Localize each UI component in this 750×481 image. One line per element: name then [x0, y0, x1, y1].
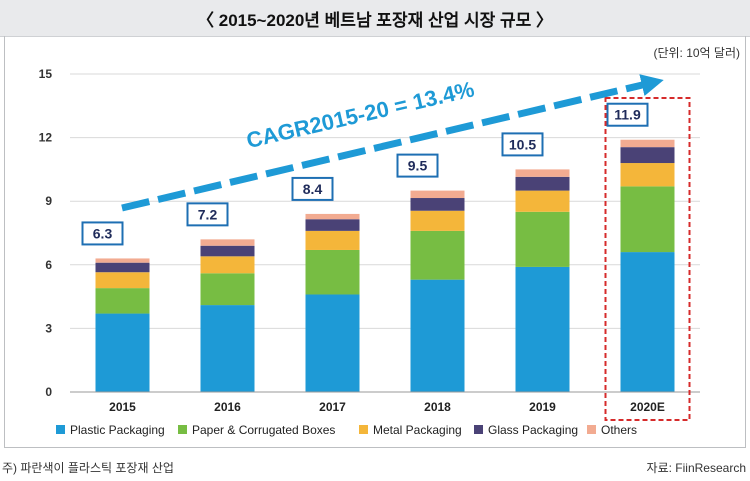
bar-segment — [200, 273, 255, 306]
y-tick-label: 12 — [39, 131, 53, 145]
unit-label: (단위: 10억 달러) — [653, 46, 740, 60]
legend-swatch — [56, 425, 65, 434]
legend-label: Glass Packaging — [488, 423, 578, 437]
bar-segment — [410, 198, 465, 211]
bar-segment — [620, 186, 675, 253]
bar-segment — [515, 211, 570, 267]
total-label: 8.4 — [303, 181, 323, 197]
page-title: 〈 2015~2020년 베트남 포장재 산업 시장 규모 〉 — [0, 0, 750, 37]
legend-swatch — [178, 425, 187, 434]
bar-segment — [305, 249, 360, 295]
x-tick-label: 2017 — [319, 400, 346, 414]
total-label: 10.5 — [509, 136, 536, 152]
bar-segment — [515, 169, 570, 177]
legend-swatch — [359, 425, 368, 434]
bar-segment — [620, 147, 675, 164]
bar-segment — [620, 252, 675, 392]
legend-swatch — [474, 425, 483, 434]
legend: Plastic Packaging Paper & Corrugated Boxe… — [56, 423, 637, 437]
bar-segment — [305, 213, 360, 220]
legend-label: Metal Packaging — [373, 423, 462, 437]
chart-frame — [4, 36, 746, 448]
y-tick-label: 9 — [45, 194, 52, 208]
legend-swatch — [587, 425, 596, 434]
cagr-label: CAGR2015-20 = 13.4% — [244, 76, 477, 153]
bar-segment — [410, 210, 465, 231]
total-label-box — [396, 153, 439, 178]
highlight-box — [604, 97, 691, 421]
total-label: 9.5 — [408, 158, 428, 174]
bar-segment — [515, 176, 570, 191]
bar-segment — [620, 163, 675, 187]
source-label: 자료: FiinResearch — [646, 461, 746, 475]
total-label: 6.3 — [93, 225, 113, 241]
legend-label: Others — [601, 423, 637, 437]
total-label: 7.2 — [198, 206, 218, 222]
legend-label: Paper & Corrugated Boxes — [192, 423, 335, 437]
bar-segment — [200, 239, 255, 246]
y-tick-label: 3 — [45, 321, 52, 335]
gridlines — [70, 73, 700, 329]
total-label-box — [81, 221, 124, 246]
total-label: 11.9 — [614, 107, 641, 123]
x-tick-label: 2019 — [529, 400, 556, 414]
bar-segment — [305, 219, 360, 231]
bar-segment — [95, 313, 150, 392]
bar-segment — [305, 230, 360, 250]
axes: 0 3 6 9 12 15 2015 2016 2017 2018 2019 2020E — [39, 67, 700, 421]
y-tick-label: 6 — [45, 258, 52, 272]
bar-segment — [95, 288, 150, 314]
cagr-annotation: CAGR2015-20 = 13.4% — [121, 74, 664, 212]
bar-segment — [410, 230, 465, 280]
bar-segment — [515, 266, 570, 392]
bar-segment — [200, 245, 255, 257]
x-tick-label: 2016 — [214, 400, 241, 414]
total-label-box — [291, 176, 334, 201]
bar-segment — [200, 256, 255, 274]
y-tick-label: 0 — [45, 385, 52, 399]
total-label-box — [186, 202, 229, 227]
bar-segment — [410, 279, 465, 392]
total-labels: 6.3 7.2 8.4 9.5 10.5 11.9 — [81, 102, 649, 246]
total-label-box — [501, 132, 544, 157]
x-tick-label: 2015 — [109, 400, 136, 414]
bar-segment — [410, 190, 465, 199]
bars — [95, 139, 675, 392]
bar-segment — [95, 272, 150, 289]
bar-segment — [95, 258, 150, 263]
footnote: 주) 파란색이 플라스틱 포장재 산업 — [2, 461, 174, 475]
bar-segment — [200, 305, 255, 392]
bar-segment — [95, 262, 150, 273]
legend-label: Plastic Packaging — [70, 423, 165, 437]
bar-segment — [620, 139, 675, 148]
total-label-box — [606, 102, 649, 127]
cagr-arrow — [121, 74, 664, 212]
x-tick-label: 2020E — [630, 400, 665, 414]
bar-segment — [305, 294, 360, 392]
bar-segment — [515, 190, 570, 212]
y-tick-label: 15 — [39, 67, 53, 81]
x-tick-label: 2018 — [424, 400, 451, 414]
